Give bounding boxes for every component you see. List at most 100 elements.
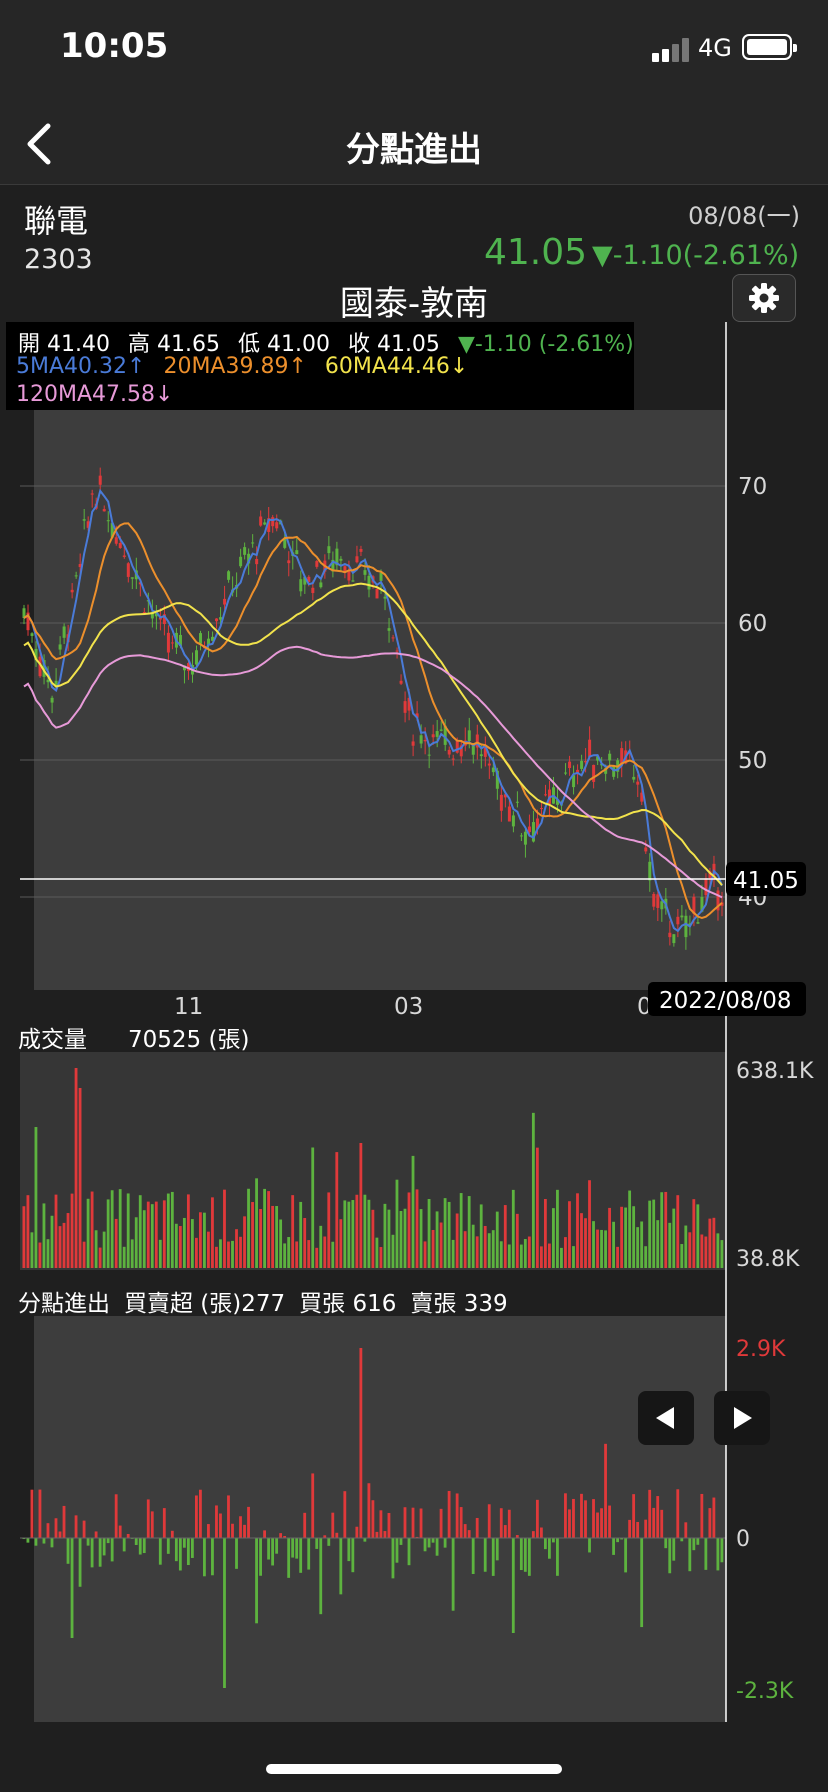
volume-bar: [94, 1230, 98, 1268]
volume-bar: [560, 1247, 563, 1268]
candle-body: [50, 697, 54, 703]
fendian-bar: [379, 1510, 383, 1538]
candle-body: [98, 475, 102, 485]
candle-body: [515, 801, 519, 803]
volume-bar: [531, 1112, 535, 1268]
candle-body: [495, 770, 499, 789]
fendian-bar: [696, 1538, 700, 1545]
fendian-bar: [355, 1526, 359, 1538]
fendian-bar: [247, 1506, 250, 1538]
price-axis-label: 70: [738, 474, 767, 500]
fendian-bar: [134, 1538, 138, 1545]
fendian-bar: [207, 1524, 210, 1538]
fendian-bar: [608, 1505, 611, 1538]
candle-body: [407, 697, 411, 711]
fendian-bar: [455, 1493, 459, 1538]
volume-bar: [435, 1211, 439, 1268]
triangle-right-icon: [734, 1407, 752, 1429]
volume-bar: [130, 1239, 134, 1268]
fendian-bar: [447, 1490, 451, 1538]
candle-body: [54, 680, 58, 687]
candle-body: [363, 570, 367, 575]
candle-body: [207, 638, 211, 645]
fendian-bar: [166, 1538, 170, 1554]
candle-body: [58, 644, 62, 650]
fendian-bar: [415, 1536, 419, 1538]
volume-bar: [182, 1217, 186, 1268]
fendian-bar: [203, 1538, 206, 1577]
fendian-bar: [423, 1538, 427, 1552]
chevron-left-icon[interactable]: [18, 120, 66, 168]
candle-body: [535, 818, 539, 829]
fendian-bar: [596, 1512, 599, 1538]
volume-bar: [543, 1199, 547, 1268]
fendian-bar: [231, 1523, 234, 1538]
fendian-bar: [475, 1517, 479, 1538]
volume-bar: [576, 1193, 579, 1268]
fendian-bar: [495, 1538, 499, 1561]
ma120-line: [23, 645, 723, 899]
candle-body: [275, 522, 279, 529]
volume-bar: [158, 1239, 162, 1268]
volume-bar: [295, 1241, 299, 1268]
candle-body: [287, 560, 291, 564]
fendian-bar: [335, 1532, 339, 1538]
volume-bar: [467, 1196, 471, 1268]
fendian-bar: [680, 1538, 684, 1542]
crosshair-date-tag: [648, 982, 806, 1016]
stock-code: 2303: [24, 244, 93, 275]
fendian-net: 買賣超 (張)277: [124, 1291, 286, 1317]
prev-button[interactable]: [638, 1391, 694, 1445]
candle-body: [604, 767, 608, 774]
candle-body: [523, 831, 527, 845]
candle-body: [447, 749, 451, 755]
candle-body: [22, 608, 26, 619]
volume-bar: [608, 1207, 611, 1268]
fendian-bar: [507, 1509, 511, 1538]
broker-name[interactable]: 國泰-敦南: [339, 284, 489, 324]
volume-bar: [604, 1230, 607, 1268]
date-axis-label: 0: [637, 994, 652, 1020]
fendian-bar: [291, 1538, 295, 1558]
fendian-bar: [122, 1538, 126, 1552]
fendian-bar: [624, 1538, 628, 1573]
fendian-bar: [527, 1538, 531, 1576]
fendian-bars: [22, 1348, 724, 1688]
volume-bar: [539, 1246, 543, 1268]
fendian-bar: [26, 1538, 30, 1543]
fendian-bar: [331, 1512, 335, 1538]
candle-body: [431, 734, 435, 738]
fendian-bar: [323, 1535, 327, 1538]
fendian-bar: [239, 1516, 242, 1538]
fendian-bar: [531, 1531, 535, 1538]
fendian-bar: [194, 1495, 198, 1538]
volume-bar: [499, 1241, 503, 1268]
ma-line-2: 120MA47.58↓: [16, 382, 173, 407]
fendian-bar: [431, 1538, 435, 1543]
fendian-bar: [142, 1538, 146, 1554]
fendian-bar: [70, 1538, 74, 1638]
fendian-bar: [459, 1507, 463, 1538]
candle-body: [391, 637, 395, 639]
ma5-line: [23, 488, 723, 933]
candle-body: [247, 553, 251, 564]
candle-body: [283, 537, 287, 548]
volume-bar: [716, 1233, 720, 1268]
volume-bar: [339, 1219, 343, 1268]
volume-bar: [126, 1193, 130, 1268]
candle-body: [543, 794, 547, 796]
settings-button[interactable]: [732, 274, 796, 322]
volume-bar: [708, 1218, 712, 1268]
candle-body: [42, 660, 46, 677]
fendian-bar: [664, 1538, 668, 1549]
fendian-bar: [307, 1538, 311, 1570]
candle-body: [311, 587, 315, 594]
next-button[interactable]: [714, 1391, 770, 1445]
fendian-bar: [419, 1508, 423, 1538]
candle-body: [343, 566, 347, 573]
candle-body: [34, 648, 38, 661]
candle-body: [299, 579, 303, 592]
status-time: 10:05: [60, 26, 169, 66]
volume-bar: [672, 1208, 676, 1268]
